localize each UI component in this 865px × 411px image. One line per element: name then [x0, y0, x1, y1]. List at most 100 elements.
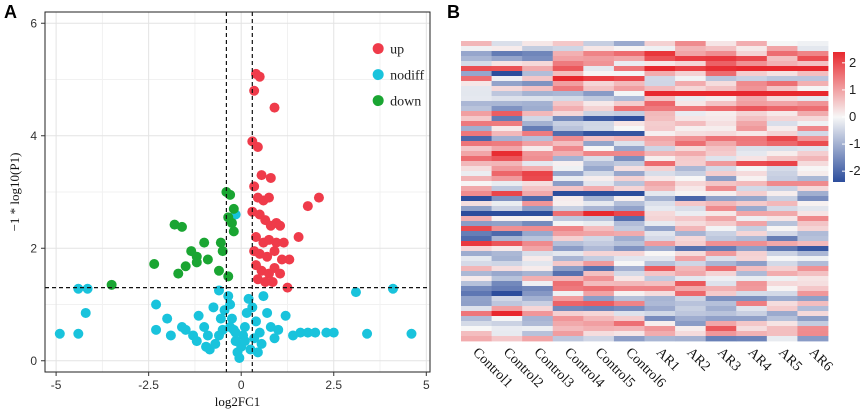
heatmap-cell	[583, 271, 615, 277]
heatmap-cell	[736, 81, 768, 87]
heatmap-cell	[766, 296, 798, 302]
heatmap-column-label: AR2	[684, 345, 713, 374]
heatmap-cell	[491, 276, 523, 282]
heatmap-cell	[644, 246, 676, 252]
heatmap-cell	[736, 331, 768, 337]
heatmap-cell	[461, 166, 492, 172]
heatmap-cell	[613, 251, 645, 257]
heatmap-cell	[522, 76, 554, 82]
y-tick-label: 6	[30, 16, 37, 30]
point-down	[202, 254, 213, 265]
heatmap-cell	[644, 201, 676, 207]
heatmap-cell	[705, 236, 737, 242]
heatmap-cell	[705, 231, 737, 237]
heatmap-cell	[797, 111, 829, 117]
point-up	[293, 232, 304, 242]
heatmap-cell	[613, 201, 645, 207]
heatmap-cell	[705, 316, 737, 322]
plot-frame	[44, 11, 431, 373]
legend-marker-up	[372, 43, 384, 55]
heatmap-cell	[461, 241, 492, 247]
heatmap-cell	[491, 116, 523, 122]
heatmap-cell	[736, 306, 768, 312]
heatmap-cell	[583, 311, 615, 317]
point-up	[252, 142, 263, 152]
heatmap-cell	[705, 51, 737, 57]
heatmap-cell	[766, 141, 798, 147]
heatmap-cell	[766, 286, 798, 292]
heatmap-cell	[766, 151, 798, 157]
heatmap-cell	[491, 256, 523, 262]
heatmap-cell	[491, 141, 523, 147]
heatmap-cell	[766, 71, 798, 77]
heatmap-cell	[705, 186, 737, 192]
heatmap-cell	[552, 321, 584, 327]
heatmap-cell	[797, 296, 829, 302]
heatmap-cell	[736, 241, 768, 247]
heatmap-cell	[491, 131, 523, 137]
heatmap-cell	[583, 201, 615, 207]
heatmap-cell	[613, 266, 645, 272]
heatmap-cell	[766, 116, 798, 122]
heatmap-cell	[766, 51, 798, 57]
heatmap-cell	[675, 101, 707, 107]
heatmap-cell	[675, 281, 707, 287]
heatmap-cell	[644, 156, 676, 162]
heatmap-cell	[461, 101, 492, 107]
heatmap-cell	[522, 86, 554, 92]
heatmap-cell	[583, 86, 615, 92]
heatmap-cell	[491, 181, 523, 187]
heatmap-cell	[644, 206, 676, 212]
heatmap-cell	[583, 196, 615, 202]
heatmap-cell	[797, 181, 829, 187]
heatmap-cell	[766, 131, 798, 137]
heatmap-cell	[491, 296, 523, 302]
heatmap-cell	[705, 71, 737, 77]
heatmap-cell	[675, 201, 707, 207]
heatmap-cell	[491, 151, 523, 157]
heatmap-cell	[644, 321, 676, 327]
heatmap-cell	[705, 171, 737, 177]
heatmap-cell	[766, 221, 798, 227]
heatmap-cell	[736, 296, 768, 302]
point-up	[265, 172, 276, 183]
point-nodiff	[252, 347, 263, 358]
heatmap-cell	[797, 191, 829, 197]
heatmap-cell	[583, 156, 615, 162]
heatmap-cell	[522, 91, 554, 97]
heatmap-cell	[705, 296, 737, 302]
heatmap-cell	[797, 211, 829, 217]
heatmap-cell	[705, 166, 737, 172]
heatmap-cell	[583, 181, 615, 187]
heatmap-cell	[461, 126, 492, 132]
heatmap-cell	[461, 281, 492, 287]
heatmap-cell	[613, 41, 645, 47]
heatmap-cell	[705, 221, 737, 227]
heatmap-cell	[491, 191, 523, 197]
heatmap-cell	[766, 186, 798, 192]
heatmap-cell	[705, 241, 737, 247]
heatmap-cell	[583, 266, 615, 272]
heatmap-cell	[766, 161, 798, 167]
heatmap-cell	[583, 111, 615, 117]
heatmap-cell	[766, 336, 798, 342]
heatmap-cell	[675, 126, 707, 132]
heatmap-cell	[522, 146, 554, 152]
heatmap-cell	[461, 301, 492, 307]
heatmap-cell	[705, 311, 737, 317]
heatmap-cell	[766, 306, 798, 312]
point-up	[262, 251, 273, 262]
heatmap-cell	[644, 286, 676, 292]
heatmap-cell	[583, 206, 615, 212]
heatmap-cell	[583, 66, 615, 72]
heatmap-cell	[491, 316, 523, 322]
heatmap-cell	[461, 116, 492, 122]
heatmap-cell	[675, 91, 707, 97]
heatmap-cell	[552, 71, 584, 77]
heatmap-cell	[675, 221, 707, 227]
heatmap-cell	[552, 56, 584, 62]
heatmap-cell	[461, 161, 492, 167]
point-nodiff	[215, 313, 226, 324]
heatmap-cell	[461, 81, 492, 87]
heatmap-cell	[583, 301, 615, 307]
